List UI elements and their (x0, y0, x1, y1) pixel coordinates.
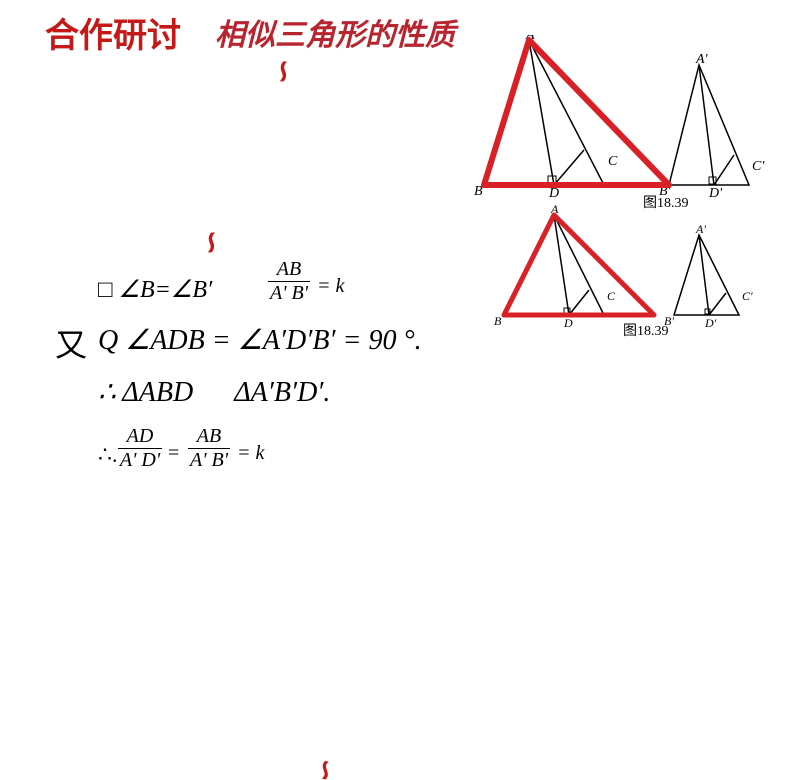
svg-text:D': D' (704, 316, 717, 330)
red-overlay-top (484, 40, 669, 185)
equals-k-3: = k (237, 442, 264, 465)
fraction-3: AB A' B' (188, 425, 230, 472)
svg-text:D: D (548, 186, 559, 201)
frac2-num: AD (118, 425, 162, 448)
small-triangle-bottom: A' B' C' D' (664, 222, 753, 330)
svg-text:D: D (563, 316, 573, 330)
svg-text:B: B (494, 314, 502, 328)
figure-caption-1: 图18.39 (643, 192, 689, 212)
equals-2: = (168, 442, 179, 465)
therefore-delta: ∴ Δ (98, 377, 139, 408)
abd-text: ABD (139, 377, 193, 408)
similar-symbol-mid: ∽ (194, 230, 229, 255)
large-triangle-bottom: A B C D (494, 202, 616, 330)
small-triangle-top: A' B' C' D' (659, 52, 765, 201)
frac1-den: A' B' (268, 282, 310, 305)
math-line-2-prefix: 又 (55, 320, 87, 366)
svg-text:C': C' (742, 289, 753, 303)
svg-text:C: C (608, 154, 618, 169)
math-line-3: ∴ ΔABD ∽ ΔA′B′D′. (98, 375, 330, 409)
svg-text:A': A' (695, 222, 706, 236)
figure-caption-2: 图18.39 (623, 320, 669, 340)
title-right: 相似三角形的性质 (215, 10, 455, 54)
therefore-4: ∴. (98, 442, 118, 468)
svg-text:C': C' (752, 159, 765, 174)
title-left: 合作研讨 (45, 8, 181, 57)
abd-prime-text: ΔA′B′D′. (234, 377, 330, 408)
svg-text:A': A' (695, 52, 709, 67)
similar-symbol-line3: ∽ (309, 756, 343, 779)
math-line-1: □ ∠B=∠B′ (98, 275, 212, 304)
frac3-den: A' B' (188, 449, 230, 472)
triangle-diagrams: A B C D A' B' C' D' A B C D A' B' C' D' (474, 35, 784, 335)
frac3-num: AB (188, 425, 230, 448)
fraction-1: AB A' B' (268, 258, 310, 305)
svg-text:D': D' (708, 186, 723, 201)
equals-k-1: = k (317, 275, 344, 298)
svg-text:C: C (607, 289, 616, 303)
math-line-2: Q ∠ADB = ∠A′D′B′ = 90 °. (98, 323, 422, 357)
similar-symbol-top: ∽ (266, 59, 301, 84)
fraction-2: AD A' D' (118, 425, 162, 472)
frac1-num: AB (268, 258, 310, 281)
frac2-den: A' D' (118, 449, 162, 472)
